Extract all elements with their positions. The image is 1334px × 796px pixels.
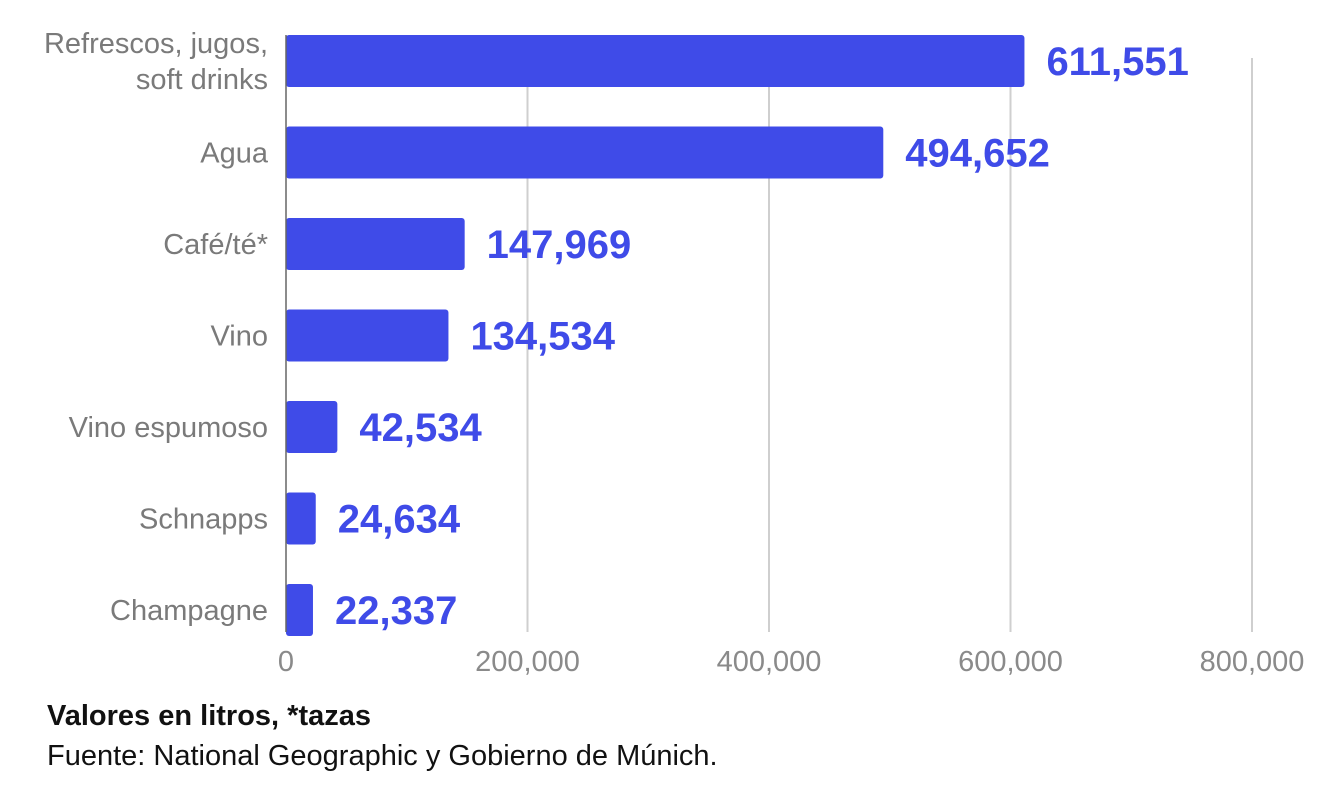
bar-chart: 0 200,000 400,000 600,000 800,000 Refrescos, … <box>44 28 1304 678</box>
x-tick-label: 200,000 <box>475 646 580 678</box>
category-label: Refrescos, jugos, soft drinks <box>44 28 268 96</box>
category-label: Schnapps <box>139 504 268 536</box>
x-tick-label: 0 <box>278 646 294 678</box>
bar <box>286 218 465 270</box>
bar <box>286 401 338 453</box>
value-label: 22,337 <box>335 589 457 633</box>
bar <box>286 126 884 179</box>
category-label: Vino espumoso <box>69 412 268 444</box>
value-label: 134,534 <box>470 315 615 359</box>
bar <box>286 584 313 636</box>
value-label: 42,534 <box>359 406 482 450</box>
bar <box>286 309 449 362</box>
value-label: 24,634 <box>338 498 461 542</box>
value-label: 147,969 <box>487 223 632 267</box>
category-label: Champagne <box>110 595 268 627</box>
footnote-source: Fuente: National Geographic y Gobierno d… <box>47 740 718 772</box>
bar <box>286 492 316 545</box>
category-label: Café/té* <box>163 229 268 261</box>
x-tick-label: 600,000 <box>958 646 1063 678</box>
footnote-units: Valores en litros, *tazas <box>47 700 371 732</box>
value-label: 494,652 <box>905 132 1050 176</box>
category-label: Vino <box>210 321 268 353</box>
category-label: Agua <box>200 138 269 170</box>
x-tick-label: 400,000 <box>717 646 822 678</box>
labels: 0 200,000 400,000 600,000 800,000 Refrescos, … <box>44 28 1304 678</box>
value-label: 611,551 <box>1046 40 1188 84</box>
x-tick-label: 800,000 <box>1200 646 1305 678</box>
bars <box>286 35 1025 636</box>
bar <box>286 35 1025 87</box>
